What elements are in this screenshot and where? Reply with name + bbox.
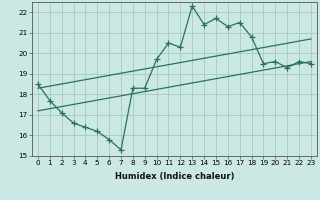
X-axis label: Humidex (Indice chaleur): Humidex (Indice chaleur) — [115, 172, 234, 181]
